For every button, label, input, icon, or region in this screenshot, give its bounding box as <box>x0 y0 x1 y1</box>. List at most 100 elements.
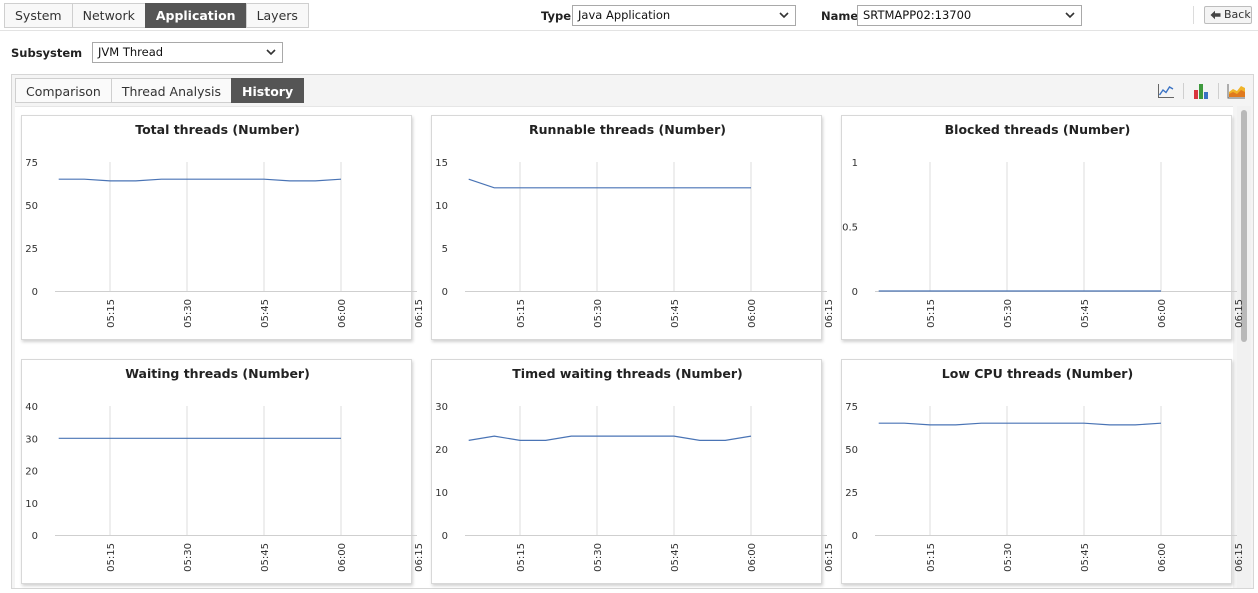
chart-title: Runnable threads (Number) <box>529 122 726 137</box>
tab-application[interactable]: Application <box>144 3 246 28</box>
back-button[interactable]: Back <box>1204 6 1252 24</box>
y-tick-label: 20 <box>25 467 38 478</box>
x-tick-label: 05:15 <box>926 543 937 572</box>
view-tabs: Comparison Thread Analysis History <box>15 78 305 103</box>
y-tick-label: 40 <box>25 402 38 413</box>
y-tick-label: 1 <box>852 158 858 169</box>
y-tick-label: 10 <box>25 499 38 510</box>
x-tick-label: 05:30 <box>183 543 194 572</box>
x-tick-label: 06:15 <box>1234 299 1245 328</box>
scrollbar-thumb[interactable] <box>1241 110 1247 342</box>
chevron-down-icon <box>1065 12 1075 19</box>
y-tick-label: 0 <box>442 531 448 542</box>
line-chart: 05:15 05:30 05:45 06:00 06:15 0 10 20 30 40 <box>25 402 425 572</box>
y-tick-label: 0 <box>32 531 38 542</box>
line-chart: 05:15 05:30 05:45 06:00 06:15 0 5 10 15 <box>435 158 835 328</box>
y-tick-label: 10 <box>435 488 448 499</box>
y-tick-label: 75 <box>25 158 38 169</box>
x-tick-label: 06:15 <box>414 543 425 572</box>
chart-title: Low CPU threads (Number) <box>941 366 1134 381</box>
x-tick-label: 05:15 <box>106 299 117 328</box>
tab-comparison[interactable]: Comparison <box>15 78 111 103</box>
x-tick-label: 05:30 <box>593 543 604 572</box>
x-tick-label: 05:15 <box>926 299 937 328</box>
line-chart: 05:15 05:30 05:45 06:00 06:15 0 0.5 1 <box>842 158 1245 328</box>
chart-title: Total threads (Number) <box>135 122 300 137</box>
type-select[interactable]: Java Application <box>572 5 796 26</box>
type-label: Type <box>541 9 572 23</box>
line-chart-icon[interactable] <box>1155 81 1177 101</box>
x-tick-label: 06:00 <box>337 543 348 572</box>
y-tick-label: 25 <box>845 488 858 499</box>
x-tick-label: 05:45 <box>260 543 271 572</box>
x-tick-label: 06:15 <box>824 543 835 572</box>
name-label: Name <box>821 9 859 23</box>
y-tick-label: 50 <box>845 445 858 456</box>
back-arrow-icon <box>1210 10 1221 20</box>
x-tick-label: 05:15 <box>516 299 527 328</box>
chart-title: Waiting threads (Number) <box>125 366 310 381</box>
tab-network[interactable]: Network <box>71 3 145 28</box>
chart-total-threads: Total threads (Number) 05:15 05:30 05:45 06… <box>21 115 425 340</box>
x-tick-label: 06:00 <box>1157 543 1168 572</box>
tab-thread-analysis[interactable]: Thread Analysis <box>110 78 232 103</box>
x-tick-label: 06:00 <box>1157 299 1168 328</box>
chart-title: Blocked threads (Number) <box>944 122 1131 137</box>
back-button-label: Back <box>1224 8 1251 21</box>
x-tick-label: 05:45 <box>670 299 681 328</box>
x-tick-label: 06:00 <box>747 543 758 572</box>
subsystem-select-value: JVM Thread <box>98 45 164 59</box>
chevron-down-icon <box>779 12 789 19</box>
x-tick-label: 05:15 <box>516 543 527 572</box>
x-tick-label: 05:15 <box>106 543 117 572</box>
y-tick-label: 30 <box>435 402 448 413</box>
y-tick-label: 15 <box>435 158 448 169</box>
series-line <box>58 178 342 182</box>
x-tick-label: 06:15 <box>414 299 425 328</box>
bar-chart-icon[interactable] <box>1190 81 1212 101</box>
y-tick-label: 0 <box>852 531 858 542</box>
x-tick-label: 05:30 <box>593 299 604 328</box>
chart-type-toolbar <box>1155 81 1247 101</box>
x-tick-label: 05:30 <box>1003 299 1014 328</box>
x-tick-label: 05:45 <box>260 299 271 328</box>
tab-layers[interactable]: Layers <box>245 3 309 28</box>
y-tick-label: 20 <box>435 445 448 456</box>
divider <box>1218 83 1219 99</box>
y-tick-label: 30 <box>25 434 38 445</box>
subsystem-label: Subsystem <box>11 46 83 60</box>
chart-runnable-threads: Runnable threads (Number) 05:15 05:30 05:4… <box>431 115 835 340</box>
subsystem-select[interactable]: JVM Thread <box>92 42 283 63</box>
chart-title: Timed waiting threads (Number) <box>512 366 743 381</box>
series-line <box>468 178 751 189</box>
y-tick-label: 0 <box>32 287 38 298</box>
x-tick-label: 06:00 <box>747 299 758 328</box>
name-select[interactable]: SRTMAPP02:13700 <box>857 5 1082 26</box>
chart-blocked-threads: Blocked threads (Number) 05:15 05:30 05:45… <box>841 115 1245 340</box>
y-tick-label: 10 <box>435 201 448 212</box>
y-tick-label: 0 <box>852 287 858 298</box>
x-tick-label: 05:30 <box>1003 543 1014 572</box>
x-tick-label: 06:15 <box>824 299 835 328</box>
y-tick-label: 0.5 <box>842 223 858 234</box>
y-tick-label: 5 <box>442 244 448 255</box>
tab-history[interactable]: History <box>231 78 305 103</box>
y-tick-label: 0 <box>442 287 448 298</box>
name-select-value: SRTMAPP02:13700 <box>863 8 972 22</box>
y-tick-label: 25 <box>25 244 38 255</box>
top-bar: System Network Application Layers Type J… <box>0 0 1258 31</box>
chart-waiting-threads: Waiting threads (Number) 05:15 05:30 05:45… <box>21 359 425 584</box>
area-chart-icon[interactable] <box>1225 81 1247 101</box>
line-chart: 05:15 05:30 05:45 06:00 06:15 0 10 20 30 <box>435 402 835 572</box>
line-chart: 05:15 05:30 05:45 06:00 06:15 0 25 50 75 <box>25 158 425 328</box>
y-tick-label: 50 <box>25 201 38 212</box>
divider <box>1183 83 1184 99</box>
line-chart: 05:15 05:30 05:45 06:00 06:15 0 25 50 75 <box>845 402 1245 572</box>
series-line <box>468 435 752 442</box>
y-tick-label: 75 <box>845 402 858 413</box>
chart-low-cpu-threads: Low CPU threads (Number) 05:15 05:30 05:45… <box>841 359 1245 584</box>
vertical-scrollbar[interactable] <box>1237 106 1251 588</box>
tab-system[interactable]: System <box>4 3 72 28</box>
divider <box>1193 6 1194 24</box>
x-tick-label: 05:30 <box>183 299 194 328</box>
